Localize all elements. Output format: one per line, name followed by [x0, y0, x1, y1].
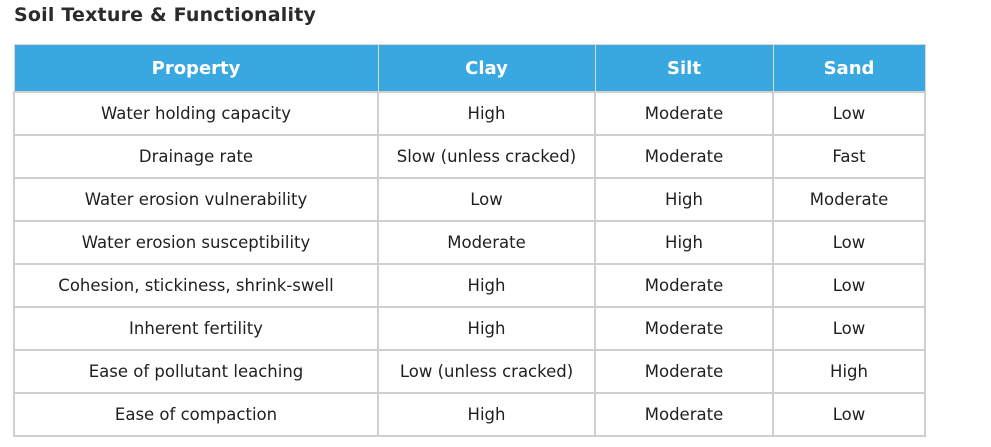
- header-cell-clay: Clay: [377, 44, 596, 93]
- page-title: Soil Texture & Functionality: [14, 4, 317, 26]
- header-cell-sand: Sand: [772, 44, 926, 93]
- property-cell: Water erosion susceptibility: [13, 220, 379, 265]
- sand-cell: Low: [772, 306, 926, 351]
- table-header: Property Clay Silt Sand: [13, 44, 926, 93]
- header-cell-property: Property: [13, 44, 379, 93]
- clay-cell: Low (unless cracked): [377, 349, 596, 394]
- property-cell: Ease of compaction: [13, 392, 379, 437]
- soil-texture-table: Property Clay Silt Sand Water holding ca…: [13, 44, 926, 437]
- property-cell: Water holding capacity: [13, 91, 379, 136]
- table-row: Inherent fertility High Moderate Low: [13, 306, 926, 351]
- table-row: Water erosion susceptibility Moderate Hi…: [13, 220, 926, 265]
- property-cell: Drainage rate: [13, 134, 379, 179]
- table-body: Water holding capacity High Moderate Low…: [13, 91, 926, 437]
- table-row: Ease of compaction High Moderate Low: [13, 392, 926, 437]
- sand-cell: Low: [772, 220, 926, 265]
- sand-cell: Low: [772, 392, 926, 437]
- header-row: Property Clay Silt Sand: [13, 44, 926, 93]
- table-row: Ease of pollutant leaching Low (unless c…: [13, 349, 926, 394]
- property-cell: Ease of pollutant leaching: [13, 349, 379, 394]
- silt-cell: Moderate: [594, 306, 774, 351]
- table-row: Drainage rate Slow (unless cracked) Mode…: [13, 134, 926, 179]
- clay-cell: High: [377, 91, 596, 136]
- property-cell: Cohesion, stickiness, shrink-swell: [13, 263, 379, 308]
- table-row: Water holding capacity High Moderate Low: [13, 91, 926, 136]
- sand-cell: Low: [772, 263, 926, 308]
- property-cell: Inherent fertility: [13, 306, 379, 351]
- clay-cell: High: [377, 392, 596, 437]
- clay-cell: Slow (unless cracked): [377, 134, 596, 179]
- silt-cell: Moderate: [594, 263, 774, 308]
- silt-cell: Moderate: [594, 134, 774, 179]
- sand-cell: High: [772, 349, 926, 394]
- clay-cell: High: [377, 263, 596, 308]
- sand-cell: Low: [772, 91, 926, 136]
- table-row: Water erosion vulnerability Low High Mod…: [13, 177, 926, 222]
- clay-cell: Low: [377, 177, 596, 222]
- sand-cell: Moderate: [772, 177, 926, 222]
- silt-cell: Moderate: [594, 392, 774, 437]
- header-cell-silt: Silt: [594, 44, 774, 93]
- table-row: Cohesion, stickiness, shrink-swell High …: [13, 263, 926, 308]
- silt-cell: High: [594, 177, 774, 222]
- property-cell: Water erosion vulnerability: [13, 177, 379, 222]
- silt-cell: High: [594, 220, 774, 265]
- silt-cell: Moderate: [594, 349, 774, 394]
- silt-cell: Moderate: [594, 91, 774, 136]
- clay-cell: High: [377, 306, 596, 351]
- sand-cell: Fast: [772, 134, 926, 179]
- clay-cell: Moderate: [377, 220, 596, 265]
